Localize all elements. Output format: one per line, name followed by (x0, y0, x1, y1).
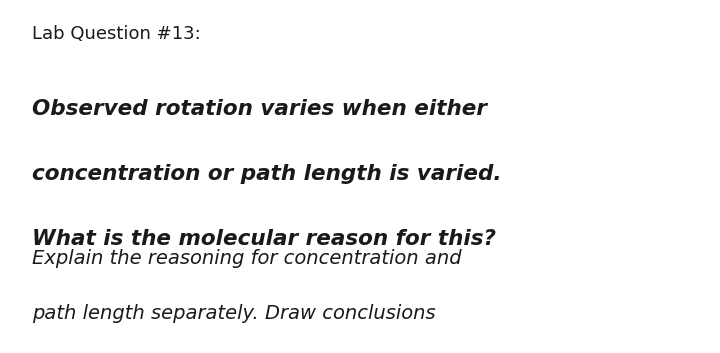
Text: Explain the reasoning for concentration and: Explain the reasoning for concentration … (32, 249, 462, 268)
Text: Observed rotation varies when either: Observed rotation varies when either (32, 99, 487, 119)
Text: path length separately. Draw conclusions: path length separately. Draw conclusions (32, 304, 436, 323)
Text: What is the molecular reason for this?: What is the molecular reason for this? (32, 229, 496, 250)
Text: concentration or path length is varied.: concentration or path length is varied. (32, 164, 502, 184)
Text: Lab Question #13:: Lab Question #13: (32, 25, 201, 43)
